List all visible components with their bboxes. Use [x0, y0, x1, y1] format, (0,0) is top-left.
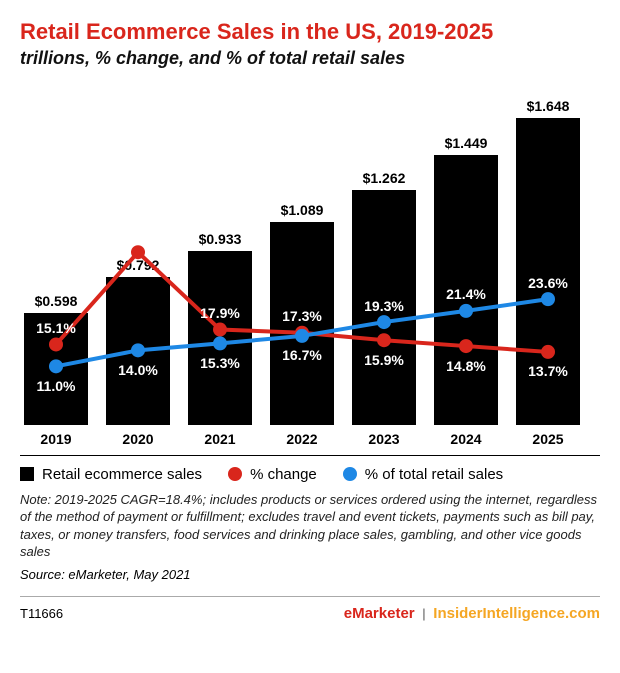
legend-item: % of total retail sales: [343, 466, 503, 483]
line-point-label: 23.6%: [528, 275, 568, 291]
legend: Retail ecommerce sales % change % of total…: [20, 466, 600, 483]
line-point-label: 17.9%: [200, 305, 240, 321]
brand-separator: |: [422, 606, 425, 621]
legend-swatch: [228, 467, 242, 481]
chart-note: Note: 2019-2025 CAGR=18.4%; includes pro…: [20, 491, 600, 561]
chart-area: $0.5982019$0.7922020$0.9332021$1.0892022…: [20, 87, 600, 447]
divider: [20, 455, 600, 456]
legend-swatch: [343, 467, 357, 481]
chart-source: Source: eMarketer, May 2021: [20, 567, 600, 582]
line-point-label: 15.9%: [364, 352, 404, 368]
line-point-label: 11.0%: [37, 378, 76, 394]
line-point-label: 15.1%: [36, 320, 76, 336]
line-point-label: 32.4%: [118, 228, 158, 244]
legend-item: % change: [228, 466, 317, 483]
legend-label: % of total retail sales: [365, 466, 503, 483]
footer-brands: eMarketer | InsiderIntelligence.com: [344, 605, 600, 622]
line-point-label: 13.7%: [528, 363, 568, 379]
line-point-label: 19.3%: [364, 298, 404, 314]
line-point-label: 15.3%: [200, 355, 240, 371]
legend-label: Retail ecommerce sales: [42, 466, 202, 483]
brand-insider: InsiderIntelligence.com: [433, 605, 600, 622]
line-point-label: 21.4%: [446, 286, 486, 302]
legend-swatch: [20, 467, 34, 481]
chart-title: Retail Ecommerce Sales in the US, 2019-2…: [20, 18, 600, 46]
chart-subtitle: trillions, % change, and % of total reta…: [20, 48, 600, 69]
footer: T11666 eMarketer | InsiderIntelligence.c…: [20, 596, 600, 622]
chart-id: T11666: [20, 606, 63, 621]
line-point-label: 17.3%: [282, 308, 322, 324]
line-point-label: 14.0%: [118, 362, 158, 378]
legend-item: Retail ecommerce sales: [20, 466, 202, 483]
line-point-label: 14.8%: [446, 358, 486, 374]
brand-emarketer: eMarketer: [344, 605, 415, 622]
line-point-label: 16.7%: [282, 347, 322, 363]
legend-label: % change: [250, 466, 317, 483]
